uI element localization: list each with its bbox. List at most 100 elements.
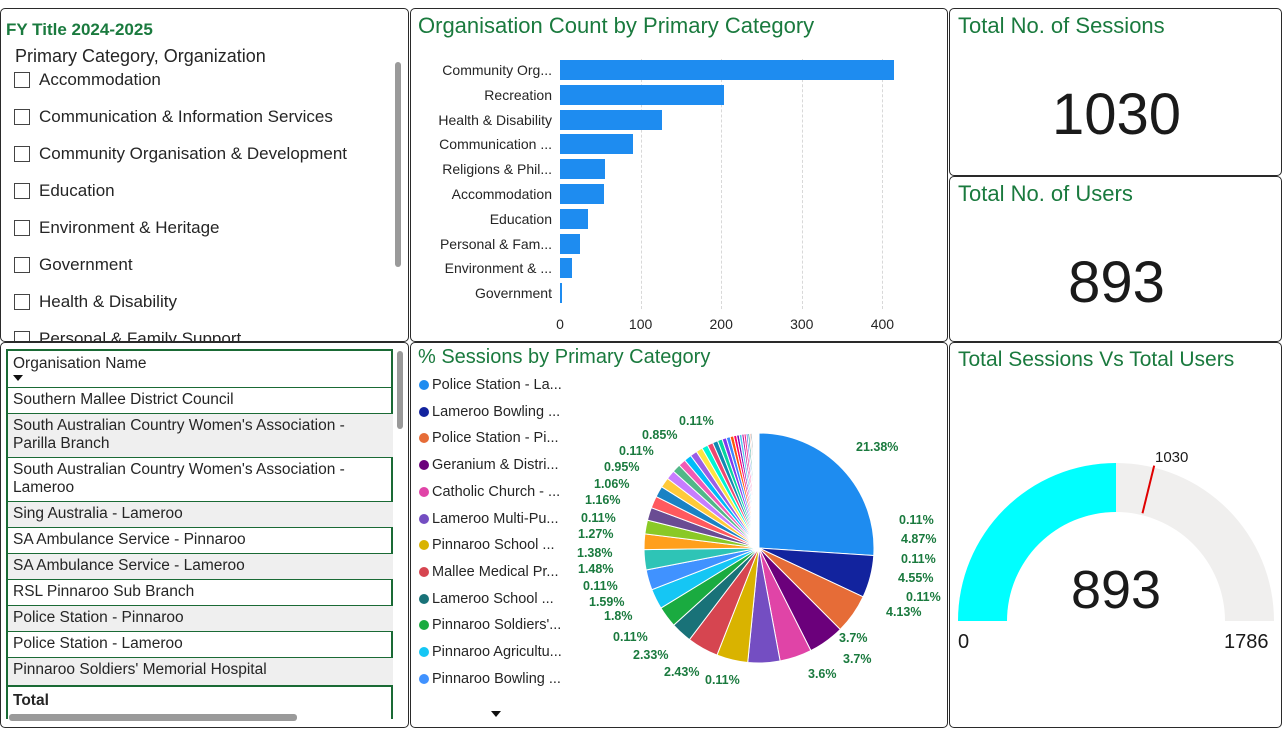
table-row[interactable]: South Australian Country Women's Associa… — [8, 413, 393, 457]
bar[interactable] — [560, 283, 563, 304]
legend-dot-icon — [419, 460, 429, 471]
slicer-item[interactable]: Community Organisation & Development — [14, 141, 347, 167]
table-row[interactable]: RSL Pinnaroo Sub Branch — [8, 579, 393, 605]
table-row[interactable]: SA Ambulance Service - Pinnaroo — [8, 527, 393, 553]
table-row[interactable]: SA Ambulance Service - Lameroo — [8, 553, 393, 579]
table-row[interactable]: Sing Australia - Lameroo — [8, 501, 393, 527]
pie-chart-title: % Sessions by Primary Category — [418, 346, 711, 368]
legend-item[interactable]: Geranium & Distri... — [419, 457, 559, 473]
slicer-checkbox[interactable] — [14, 183, 30, 199]
bar-category-label: Recreation — [484, 86, 552, 103]
pie-data-label: 1.38% — [577, 546, 613, 560]
slicer-item[interactable]: Personal & Family Support — [14, 326, 242, 342]
sort-descending-icon[interactable] — [13, 375, 23, 381]
table-row[interactable]: Pinnaroo Soldiers' Memorial Hospital — [8, 657, 393, 685]
gridline — [801, 59, 803, 309]
bar[interactable] — [560, 258, 573, 279]
bar[interactable] — [560, 109, 663, 130]
slicer-item[interactable]: Communication & Information Services — [14, 104, 333, 130]
legend-item[interactable]: Lameroo School ... — [419, 591, 554, 607]
slicer-item[interactable]: Environment & Heritage — [14, 215, 219, 241]
legend-dot-icon — [419, 433, 429, 444]
legend-label: Pinnaroo Bowling ... — [432, 670, 561, 687]
legend-item[interactable]: Pinnaroo School ... — [419, 537, 555, 553]
table-header[interactable]: Organisation Name — [13, 355, 147, 381]
table-row[interactable]: Southern Mallee District Council — [8, 387, 393, 413]
bar-category-label: Community Org... — [442, 62, 552, 78]
bar[interactable] — [560, 60, 895, 80]
legend-dot-icon — [419, 566, 429, 577]
slicer-checkbox[interactable] — [14, 331, 30, 341]
slicer-item[interactable]: Accommodation — [14, 67, 161, 93]
pie-slice[interactable] — [757, 432, 760, 549]
table-row[interactable]: Police Station - Pinnaroo — [8, 605, 393, 631]
users-card-title: Total No. of Users — [958, 181, 1133, 206]
slicer-scrollbar[interactable] — [395, 62, 401, 267]
org-count-chart-panel: Organisation Count by Primary Category C… — [410, 8, 948, 342]
slicer-item-label: Communication & Information Services — [39, 107, 333, 126]
legend-item[interactable]: Pinnaroo Agricultu... — [419, 644, 562, 660]
legend-item[interactable]: Pinnaroo Soldiers'... — [419, 617, 561, 633]
legend-item[interactable]: Lameroo Bowling ... — [419, 404, 560, 420]
slicer-checkbox[interactable] — [14, 146, 30, 162]
slicer-checkbox[interactable] — [14, 109, 30, 125]
sessions-card: Total No. of Sessions 1030 — [949, 8, 1282, 176]
table-vertical-scrollbar[interactable] — [397, 351, 403, 429]
gauge-max-label: 1786 — [1224, 631, 1269, 653]
legend-item[interactable]: Police Station - Pi... — [419, 430, 559, 446]
column-organisation-name[interactable]: Organisation Name — [13, 355, 147, 372]
pie-data-label: 1.27% — [578, 527, 614, 541]
slicer-item[interactable]: Education — [14, 178, 115, 204]
bar[interactable] — [560, 134, 634, 155]
pie-slice[interactable] — [758, 432, 875, 557]
pie-data-label: 4.87% — [901, 532, 937, 546]
slicer-item-label: Education — [39, 181, 115, 200]
legend-label: Lameroo Bowling ... — [432, 403, 561, 420]
bar[interactable] — [560, 84, 724, 105]
pie-data-label: 4.13% — [886, 605, 922, 619]
org-bar-chart: Community Org... Recreation Health & Disab… — [411, 9, 947, 341]
bar[interactable] — [560, 233, 581, 254]
legend-label: Lameroo Multi-Pu... — [432, 510, 559, 527]
bar[interactable] — [560, 208, 589, 229]
legend-item[interactable]: Mallee Medical Pr... — [419, 564, 559, 580]
legend-item[interactable]: Catholic Church - ... — [419, 484, 560, 500]
legend-label: Mallee Medical Pr... — [432, 563, 559, 580]
slicer-item[interactable]: Government — [14, 252, 133, 278]
bar-category-label: Accommodation — [451, 186, 552, 202]
slicer-item-label: Personal & Family Support — [39, 329, 242, 342]
bar-category-label: Communication ... — [439, 136, 552, 153]
slicer-checkbox[interactable] — [14, 220, 30, 236]
pie-chart — [643, 432, 875, 664]
slicer-item-label: Environment & Heritage — [39, 218, 220, 237]
legend-item[interactable]: Pinnaroo Bowling ... — [419, 671, 561, 687]
pie-data-label: 3.6% — [808, 667, 837, 681]
legend-item[interactable]: Police Station - La... — [419, 377, 562, 393]
slicer-item[interactable]: Health & Disability — [14, 289, 177, 315]
legend-more-arrow-icon[interactable] — [491, 711, 501, 717]
bar[interactable] — [560, 184, 604, 204]
legend-dot-icon — [419, 406, 429, 417]
table-horizontal-scrollbar[interactable] — [9, 714, 297, 721]
slicer-checkbox[interactable] — [14, 257, 30, 273]
slicer-checkbox[interactable] — [14, 72, 30, 88]
table-header-topline — [6, 349, 393, 351]
pie-data-label: 0.11% — [906, 590, 941, 604]
category-slicer-panel: FY Title 2024-2025 Primary Category, Org… — [0, 8, 409, 342]
pie-data-label: 0.11% — [581, 511, 616, 525]
slicer-subtitle: Primary Category, Organization — [15, 46, 266, 66]
table-total-label: Total — [13, 692, 49, 709]
bar-category-label: Environment & ... — [444, 260, 552, 277]
legend-dot-icon — [419, 647, 429, 657]
legend-label: Lameroo School ... — [432, 590, 554, 607]
users-card: Total No. of Users 893 — [949, 176, 1282, 342]
gauge-target-label: 1030 — [1155, 449, 1189, 466]
legend-label: Pinnaroo Soldiers'... — [432, 617, 562, 634]
slicer-checkbox[interactable] — [14, 294, 30, 310]
legend-label: Geranium & Distri... — [432, 457, 559, 474]
bar[interactable] — [560, 159, 606, 180]
legend-item[interactable]: Lameroo Multi-Pu... — [419, 511, 559, 527]
table-row[interactable]: South Australian Country Women's Associa… — [8, 457, 393, 501]
bar-category-label: Government — [474, 285, 552, 302]
table-row[interactable]: Police Station - Lameroo — [8, 631, 393, 657]
